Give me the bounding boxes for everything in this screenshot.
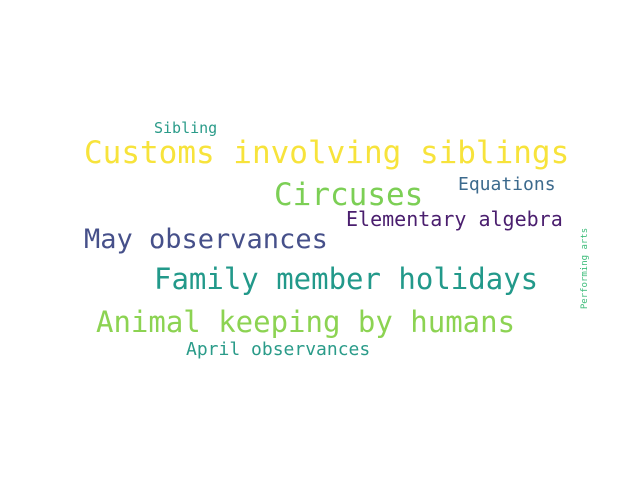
word-animal-keeping-by-humans: Animal keeping by humans — [96, 308, 515, 337]
word-equations: Equations — [458, 176, 556, 194]
word-elementary-algebra: Elementary algebra — [346, 209, 563, 229]
word-april-observances: April observances — [186, 341, 370, 359]
word-may-observances: May observances — [84, 226, 328, 253]
word-family-member-holidays: Family member holidays — [154, 265, 538, 294]
word-sibling: Sibling — [154, 121, 217, 136]
word-performing-arts: Performing arts — [581, 228, 590, 309]
word-customs-involving-siblings: Customs involving siblings — [84, 138, 569, 169]
